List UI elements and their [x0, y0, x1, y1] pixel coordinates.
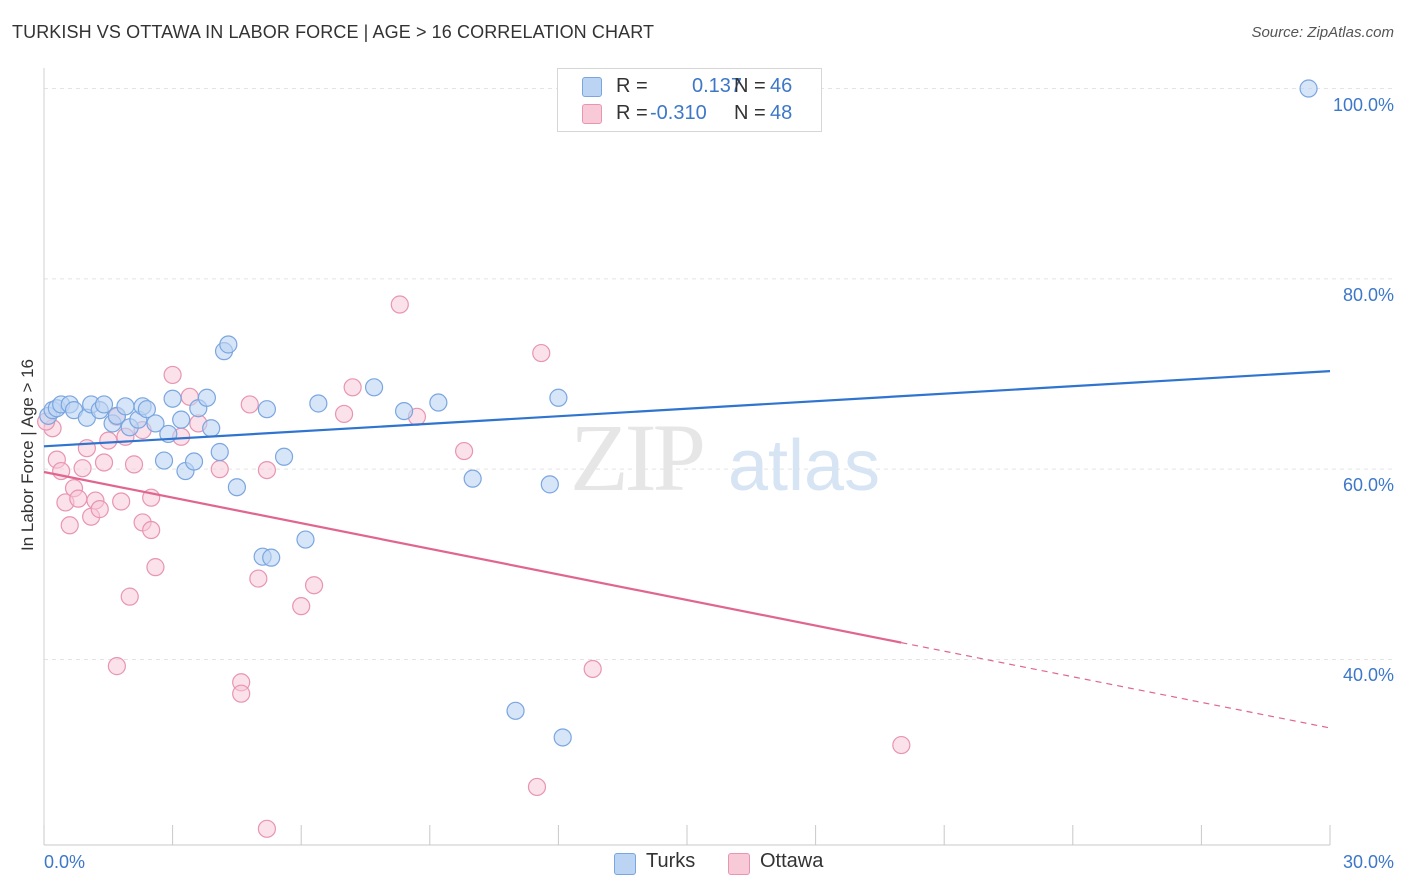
turks-trend-line	[43, 370, 1331, 448]
y-tick-label: 60.0%	[1342, 475, 1394, 496]
ottawa-point	[240, 395, 259, 414]
x-tick-min: 0.0%	[44, 852, 86, 872]
ottawa-point	[77, 439, 96, 458]
turks-point	[202, 419, 221, 438]
ottawa-trend-line	[43, 470, 902, 644]
ottawa-legend-label: Ottawa	[760, 850, 824, 872]
watermark-zip: ZIP	[570, 404, 703, 511]
chart-title: TURKISH VS OTTAWA IN LABOR FORCE | AGE >…	[12, 22, 655, 42]
turks-legend-swatch	[614, 853, 636, 875]
ottawa-r-label: R =	[616, 102, 648, 124]
ottawa-point	[99, 431, 118, 450]
x-tick-max: 30.0%	[1342, 852, 1394, 872]
ottawa-points	[37, 295, 911, 838]
turks-point	[154, 451, 174, 470]
turks-point	[257, 400, 277, 419]
y-tick-label: 40.0%	[1342, 665, 1394, 686]
series-legend: Turks Ottawa	[614, 850, 834, 876]
turks-point	[227, 478, 246, 497]
ottawa-point	[124, 455, 144, 474]
ottawa-point	[257, 819, 277, 838]
turks-r-label: R =	[616, 75, 648, 97]
ottawa-n-label: N =	[734, 102, 766, 124]
x-axis	[43, 68, 1331, 846]
ottawa-point	[146, 558, 165, 577]
turks-point	[172, 410, 191, 429]
turks-point	[1299, 79, 1318, 98]
grid-lines	[44, 88, 1394, 660]
ottawa-point	[120, 587, 139, 606]
turks-point	[364, 378, 384, 397]
trend-lines	[43, 370, 1331, 729]
turks-point	[429, 393, 448, 412]
turks-point	[274, 447, 294, 466]
turks-point	[94, 395, 114, 414]
ottawa-point	[163, 365, 182, 385]
ottawa-point	[142, 520, 161, 540]
ottawa-point	[532, 343, 551, 363]
turks-point	[553, 728, 572, 747]
turks-point	[296, 530, 315, 549]
turks-point	[184, 452, 204, 471]
ottawa-point	[527, 777, 547, 797]
turks-r-value: 0.137	[692, 75, 743, 97]
turks-point	[137, 400, 156, 419]
turks-point	[197, 388, 216, 407]
ottawa-point	[69, 489, 88, 508]
y-tick-label: 80.0%	[1342, 284, 1394, 305]
turks-swatch	[582, 77, 602, 97]
turks-point	[540, 475, 559, 494]
stats-legend: R = 0.137 N = 46 R = -0.310 N = 48	[557, 68, 822, 132]
ottawa-point	[292, 597, 311, 616]
ottawa-point	[390, 295, 409, 314]
ottawa-point	[343, 378, 362, 397]
ottawa-point	[583, 659, 602, 679]
watermark-atlas: atlas	[728, 426, 880, 506]
watermark: ZIP atlas	[570, 404, 880, 511]
turks-n-value: 46	[770, 75, 793, 97]
turks-point	[506, 701, 525, 720]
ottawa-swatch	[582, 104, 602, 124]
ottawa-point	[249, 569, 268, 588]
ottawa-point	[210, 460, 229, 479]
ottawa-point	[334, 404, 354, 424]
turks-legend-label: Turks	[646, 850, 696, 872]
source-label: Source: ZipAtlas.com	[1251, 24, 1394, 41]
ottawa-n-value: 48	[770, 102, 793, 124]
ottawa-point	[892, 735, 911, 755]
ottawa-point	[232, 684, 251, 703]
ottawa-trend-line-extension	[901, 642, 1331, 729]
ottawa-point	[304, 576, 324, 595]
turks-point	[116, 397, 135, 416]
ottawa-point	[94, 453, 114, 472]
ottawa-point	[257, 460, 277, 480]
turks-point	[463, 469, 482, 488]
y-tick-label: 100.0%	[1332, 94, 1394, 115]
turks-n-label: N =	[734, 75, 766, 97]
turks-point	[309, 394, 328, 413]
turks-point	[549, 388, 568, 407]
turks-point	[394, 401, 414, 421]
ottawa-r-value: -0.310	[650, 102, 707, 124]
turks-point	[210, 442, 229, 462]
turks-points	[39, 79, 1318, 747]
ottawa-point	[454, 441, 474, 461]
turks-point	[219, 335, 238, 354]
turks-point	[262, 548, 281, 567]
ottawa-point	[73, 459, 92, 478]
ottawa-legend-swatch	[728, 853, 750, 875]
ottawa-point	[107, 657, 126, 676]
turks-point	[163, 389, 182, 408]
ottawa-point	[60, 516, 79, 535]
ottawa-point	[112, 492, 131, 511]
turks-point	[146, 414, 165, 433]
ottawa-point	[90, 500, 109, 519]
